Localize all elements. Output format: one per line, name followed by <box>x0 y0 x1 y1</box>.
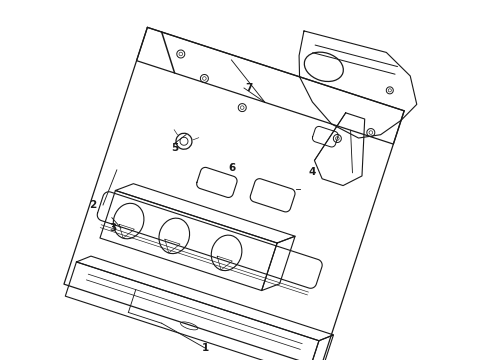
Text: 1: 1 <box>201 343 209 353</box>
Text: 3: 3 <box>109 223 117 233</box>
Text: 4: 4 <box>308 167 316 177</box>
Text: 5: 5 <box>172 143 179 153</box>
Text: 7: 7 <box>245 83 253 93</box>
Text: 6: 6 <box>228 163 236 173</box>
Text: 2: 2 <box>89 200 97 210</box>
